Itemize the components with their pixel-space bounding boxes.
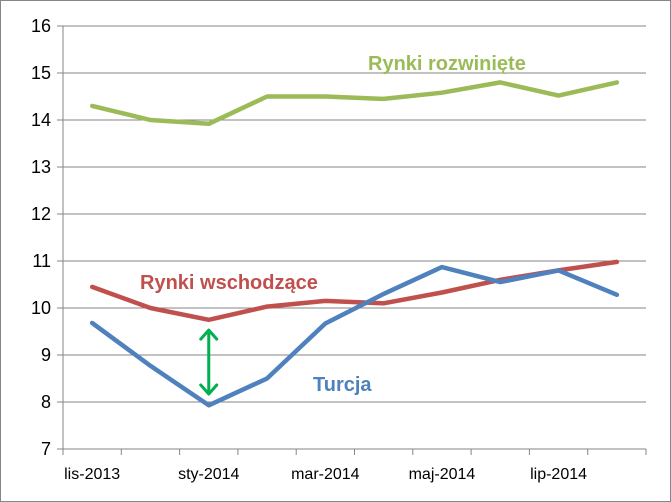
y-tick-label: 9 <box>41 345 51 365</box>
y-tick-label: 13 <box>31 157 51 177</box>
series-line-0 <box>89 80 620 127</box>
arrow-head-bottom <box>199 383 219 396</box>
y-tick-label: 15 <box>31 63 51 83</box>
y-tick-label: 16 <box>31 16 51 36</box>
y-tick-label: 14 <box>31 110 51 130</box>
arrow-head-top <box>199 328 219 341</box>
series-label-1: Rynki wschodzące <box>140 272 318 294</box>
x-tick-label: mar-2014 <box>291 466 360 483</box>
x-tick-label: lis-2013 <box>64 466 120 483</box>
y-tick-label: 7 <box>41 439 51 459</box>
x-tick-label: lip-2014 <box>530 466 587 483</box>
x-tick-label: maj-2014 <box>409 466 476 483</box>
x-tick-label: sty-2014 <box>178 466 239 483</box>
y-tick-label: 12 <box>31 204 51 224</box>
series-label-0: Rynki rozwinięte <box>368 53 526 75</box>
y-tick-label: 8 <box>41 392 51 412</box>
series-label-2: Turcja <box>313 374 372 396</box>
y-tick-label: 10 <box>31 298 51 318</box>
series-line-2 <box>89 264 620 408</box>
y-tick-label: 11 <box>32 251 51 271</box>
